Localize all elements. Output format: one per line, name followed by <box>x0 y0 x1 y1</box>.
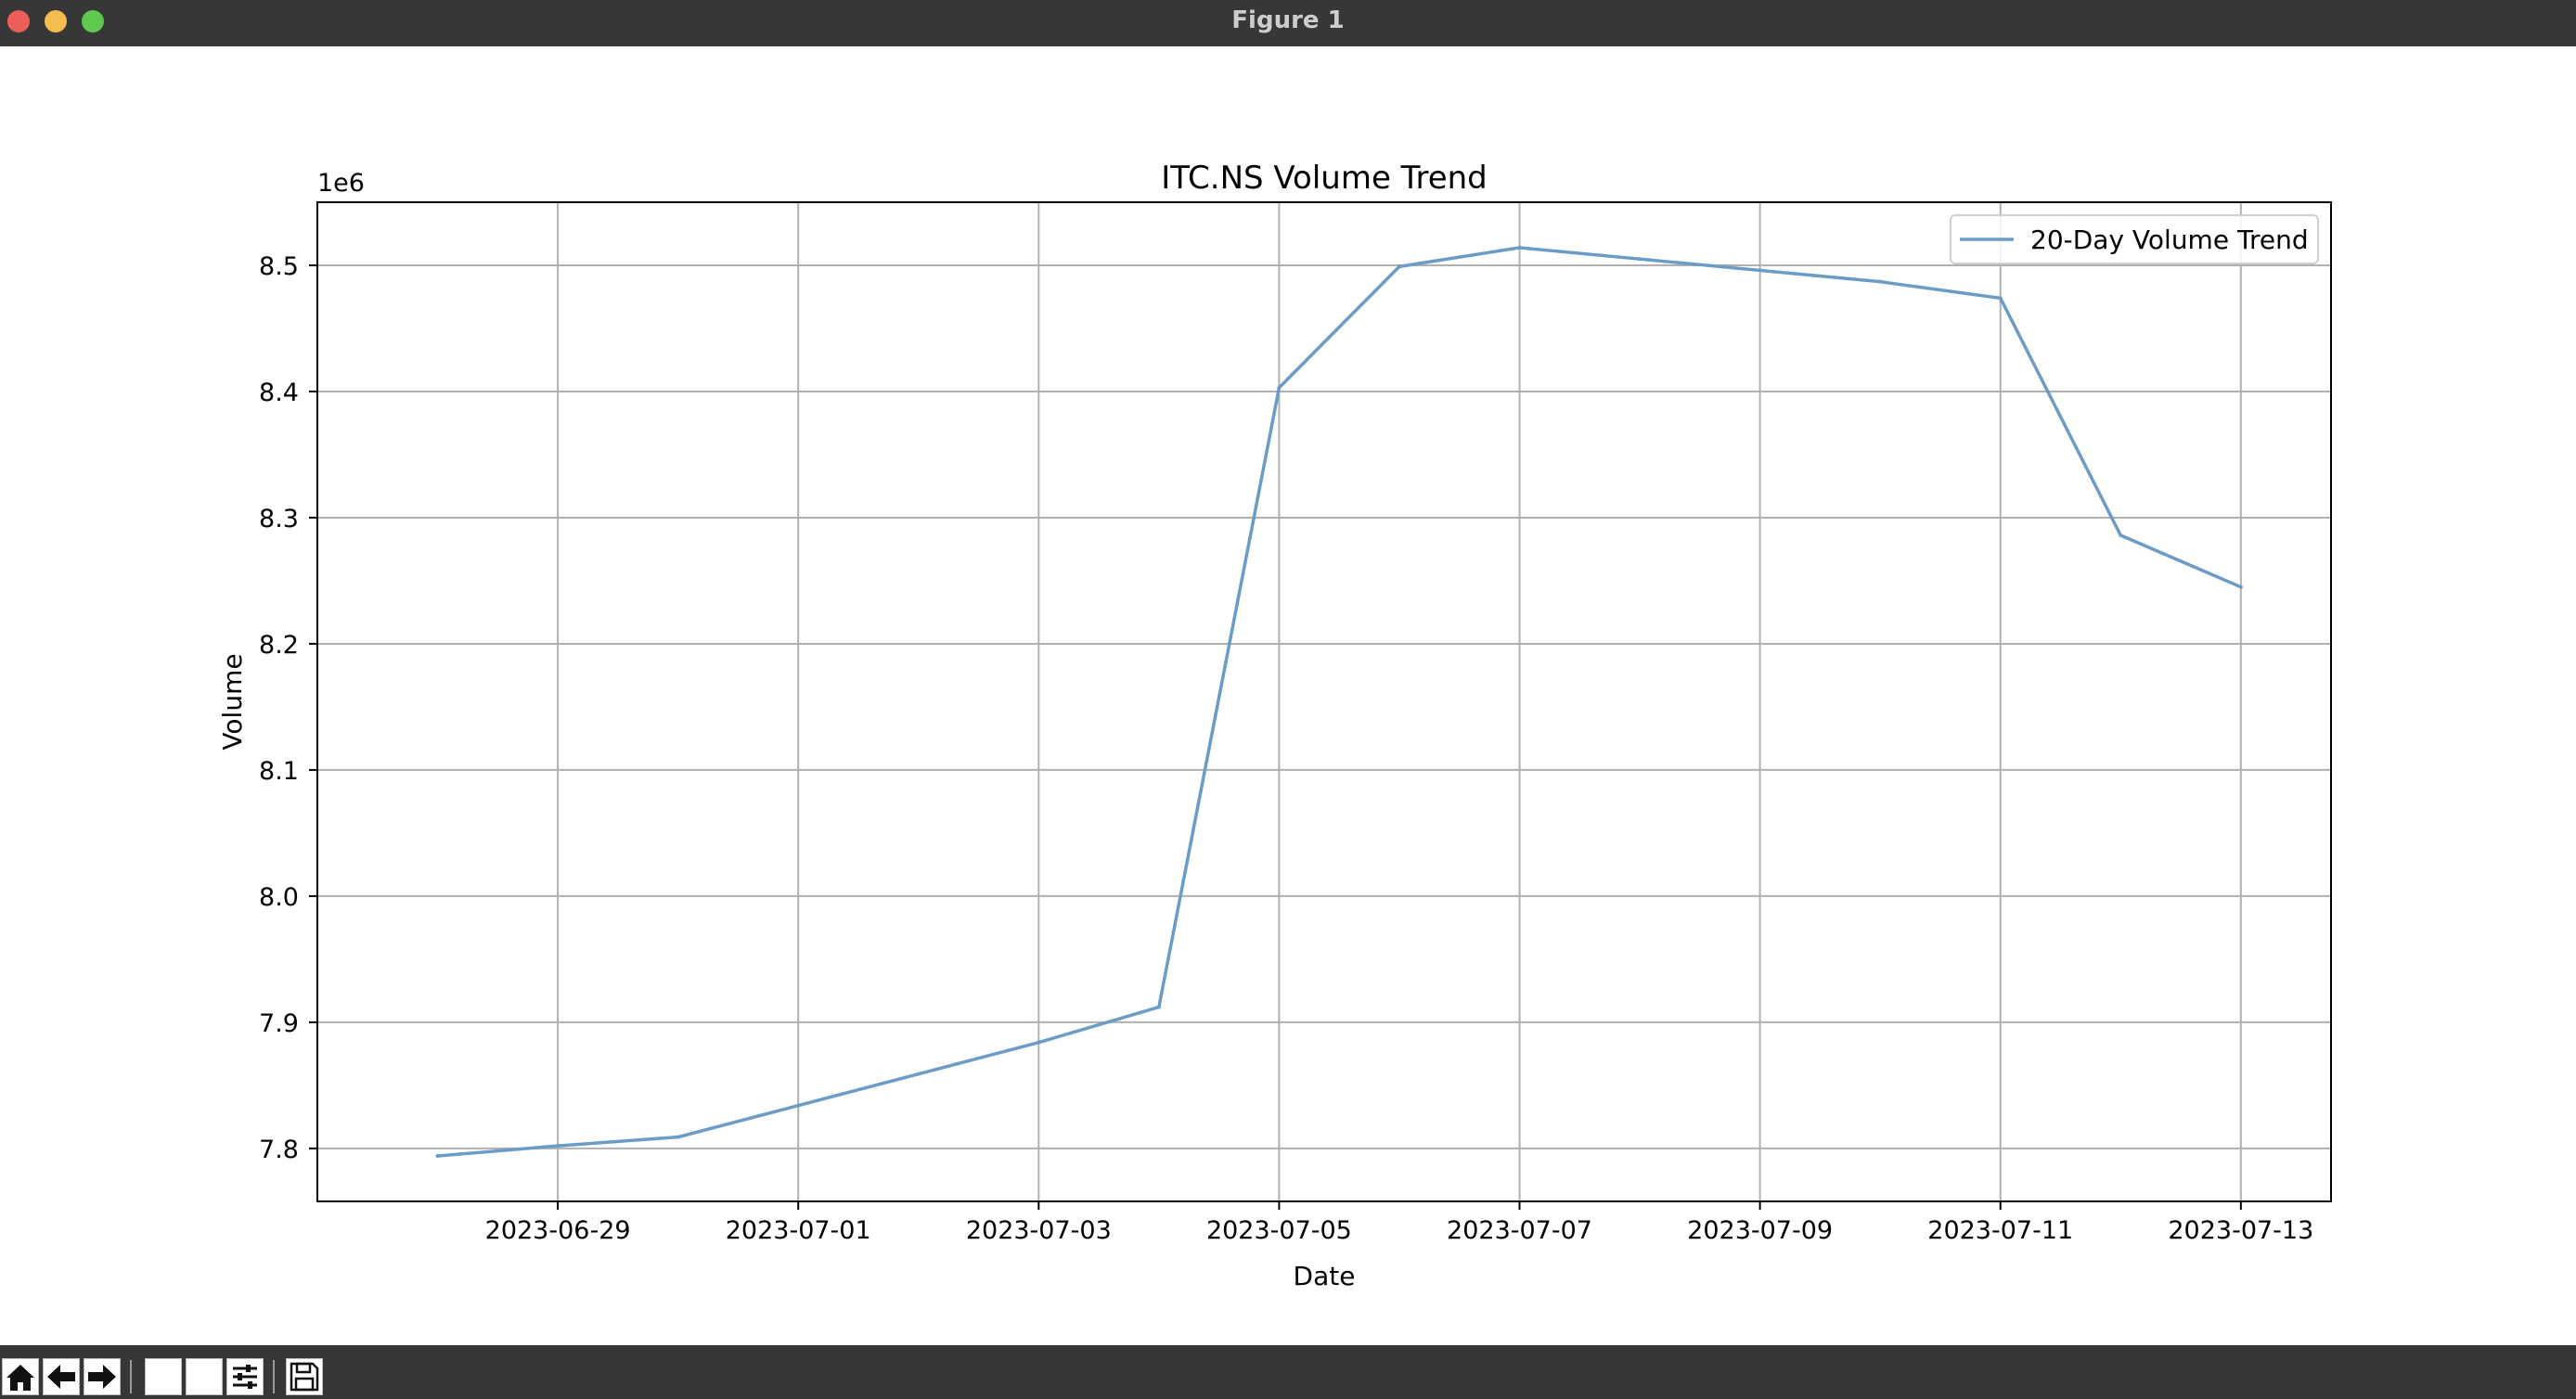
close-window-button[interactable] <box>7 10 30 32</box>
forward-button[interactable] <box>84 1358 121 1395</box>
series-layer <box>435 245 2243 1159</box>
back-button[interactable] <box>43 1358 80 1395</box>
y-tick-label: 8.2 <box>259 631 299 660</box>
maximize-window-button[interactable] <box>82 10 104 32</box>
axis-ticks: 2023-06-29 2023-07-01 2023-07-03 2023-07-05… <box>259 252 2313 1245</box>
x-tick-label: 2023-06-29 <box>485 1216 631 1245</box>
zoom-button[interactable] <box>186 1358 223 1395</box>
minimize-window-button[interactable] <box>45 10 67 32</box>
data-point <box>2238 584 2243 589</box>
x-tick-label: 2023-07-03 <box>966 1216 1112 1245</box>
window-title: Figure 1 <box>1231 6 1345 34</box>
legend-box <box>1950 214 2319 264</box>
x-tick-label: 2023-07-11 <box>1927 1216 2073 1245</box>
data-point <box>1878 279 1883 284</box>
y-tick-label: 7.8 <box>259 1136 299 1164</box>
y-tick-label: 7.9 <box>259 1009 299 1038</box>
data-point <box>1517 245 1522 250</box>
grid-lines <box>317 202 2331 1201</box>
y-axis-label: Volume <box>217 653 248 750</box>
navigation-toolbar <box>0 1345 2576 1399</box>
data-point <box>676 1135 680 1139</box>
y-tick-label: 8.5 <box>259 252 299 281</box>
data-point <box>1758 268 1762 273</box>
window-titlebar: Figure 1 <box>0 0 2576 47</box>
toolbar-separator <box>273 1360 275 1393</box>
x-axis-label: Date <box>1294 1261 1356 1291</box>
pan-icon <box>146 1359 181 1394</box>
save-button[interactable] <box>286 1358 323 1395</box>
figure-canvas: 2023-06-29 2023-07-01 2023-07-03 2023-07-05… <box>0 46 2576 1345</box>
configure-subplots-icon <box>233 1365 257 1389</box>
configure-subplots-button[interactable] <box>226 1358 264 1395</box>
toolbar-separator <box>130 1360 132 1393</box>
x-tick-label: 2023-07-09 <box>1687 1216 1833 1245</box>
data-point <box>2119 533 2123 537</box>
pan-button[interactable] <box>145 1358 182 1395</box>
data-point <box>435 1154 440 1159</box>
back-arrow-icon <box>47 1365 75 1389</box>
chart-title: ITC.NS Volume Trend <box>1161 160 1488 197</box>
home-button[interactable] <box>2 1358 39 1395</box>
data-point <box>796 1103 801 1108</box>
x-tick-label: 2023-07-13 <box>2168 1216 2313 1245</box>
x-tick-label: 2023-07-01 <box>726 1216 871 1245</box>
y-tick-label: 8.3 <box>259 505 299 533</box>
data-point <box>1037 1040 1041 1045</box>
save-icon <box>290 1362 319 1392</box>
y-tick-label: 8.0 <box>259 883 299 912</box>
x-tick-label: 2023-07-05 <box>1206 1216 1352 1245</box>
axes-frame <box>316 201 2332 1202</box>
line-chart: 2023-06-29 2023-07-01 2023-07-03 2023-07-05… <box>217 160 2332 1291</box>
y-axis-offset-label: 1e6 <box>317 169 365 198</box>
data-point <box>1638 257 1642 262</box>
x-tick-label: 2023-07-07 <box>1447 1216 1592 1245</box>
data-point <box>1397 264 1401 269</box>
data-point <box>1998 296 2003 301</box>
y-tick-label: 8.4 <box>259 379 299 407</box>
data-point <box>556 1144 560 1149</box>
legend-entry-label: 20-Day Volume Trend <box>2030 225 2309 255</box>
data-point <box>1156 1005 1161 1009</box>
y-tick-label: 8.1 <box>259 757 299 786</box>
data-point <box>916 1072 921 1076</box>
zoom-icon <box>187 1359 222 1394</box>
data-point <box>1277 385 1282 390</box>
home-icon <box>6 1365 34 1391</box>
legend: 20-Day Volume Trend <box>1950 214 2319 264</box>
forward-arrow-icon <box>88 1365 116 1389</box>
series-line-0 <box>437 246 2242 1158</box>
